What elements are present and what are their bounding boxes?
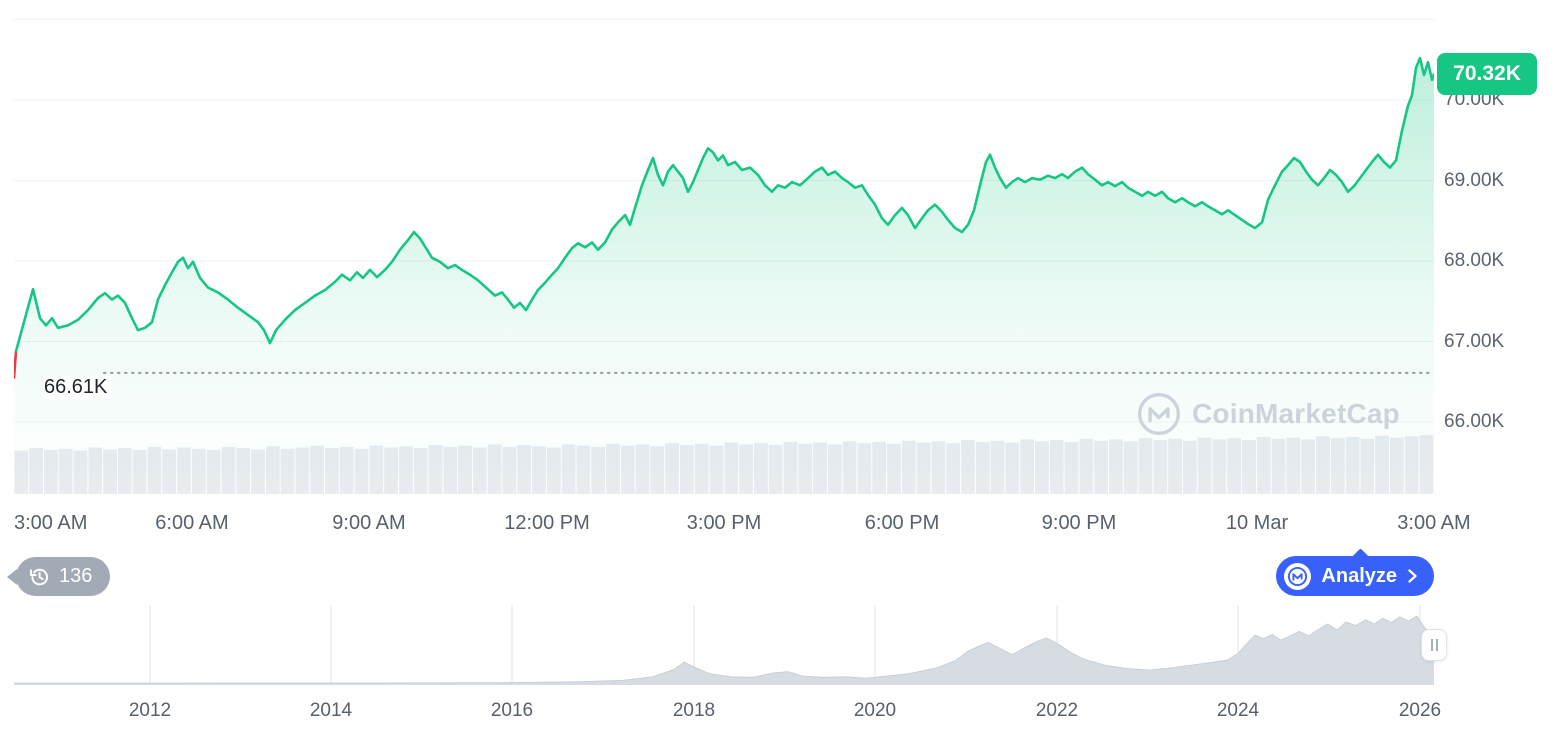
y-axis: 70.00K 69.00K 68.00K 67.00K 66.00K: [1434, 14, 1566, 497]
cmc-logo-badge: [1284, 562, 1312, 590]
x-axis-label: 3:00 PM: [686, 512, 762, 534]
main-chart[interactable]: 66.61K CoinMarketCap: [14, 14, 1434, 497]
y-axis-label: 67.00K: [1444, 330, 1505, 352]
main-chart-svg: [14, 19, 1434, 497]
analyze-button[interactable]: Analyze: [1276, 548, 1434, 596]
mini-x-axis-label: 2014: [309, 700, 353, 721]
price-line-open-tick: [14, 349, 18, 379]
x-axis-label: 3:00 AM: [1397, 512, 1471, 534]
y-axis-label: 68.00K: [1444, 250, 1505, 271]
mini-x-axis-label: 2018: [672, 700, 716, 721]
history-count: 136: [59, 565, 93, 587]
coinmarketcap-watermark: CoinMarketCap: [1136, 391, 1400, 437]
badge-tail-left: [7, 568, 17, 585]
mini-x-axis-label: 2020: [853, 700, 897, 721]
x-axis: 3:00 AM 6:00 AM 9:00 AM 12:00 PM 3:00 PM 6:00…: [14, 512, 1471, 538]
mini-x-axis-label: 2016: [490, 700, 534, 721]
mini-x-axis-label: 2026: [1398, 700, 1442, 721]
history-icon: [30, 568, 48, 585]
range-selector-svg: [14, 605, 1435, 685]
x-axis-label: 10 Mar: [1225, 512, 1289, 534]
mini-area-outline: [14, 615, 1435, 684]
x-axis-label: 9:00 PM: [1041, 512, 1117, 534]
analyze-label: Analyze: [1321, 564, 1397, 587]
watermark-text: CoinMarketCap: [1192, 398, 1400, 429]
range-handle[interactable]: [1421, 629, 1447, 661]
x-axis-label: 12:00 PM: [504, 512, 590, 534]
mini-x-axis-label: 2024: [1216, 700, 1260, 721]
chevron-right-icon: [1408, 569, 1417, 583]
y-axis-label: 69.00K: [1444, 169, 1505, 191]
y-axis-label: 66.00K: [1444, 411, 1505, 432]
x-axis-label: 3:00 AM: [14, 512, 88, 534]
mini-x-axis-label: 2022: [1035, 700, 1079, 721]
open-price-label: 66.61K: [44, 375, 112, 399]
range-selector-chart[interactable]: [14, 605, 1435, 685]
coinmarketcap-logo-icon: [1137, 392, 1181, 436]
cmc-logo-icon: [1288, 566, 1308, 586]
x-axis-label: 9:00 AM: [332, 512, 406, 534]
mini-area-fill: [14, 616, 1434, 685]
mini-x-axis-label: 2012: [128, 700, 172, 721]
x-axis-label: 6:00 AM: [155, 512, 229, 534]
current-price-badge: 70.32K: [1437, 53, 1537, 96]
history-count-badge[interactable]: 136: [7, 557, 111, 596]
price-area-fill: [14, 58, 1434, 497]
mini-x-axis: 2012 2014 2016 2018 2020 2022 2024 2026: [14, 700, 1441, 724]
price-line: [14, 56, 1434, 353]
x-axis-label: 6:00 PM: [864, 512, 940, 534]
